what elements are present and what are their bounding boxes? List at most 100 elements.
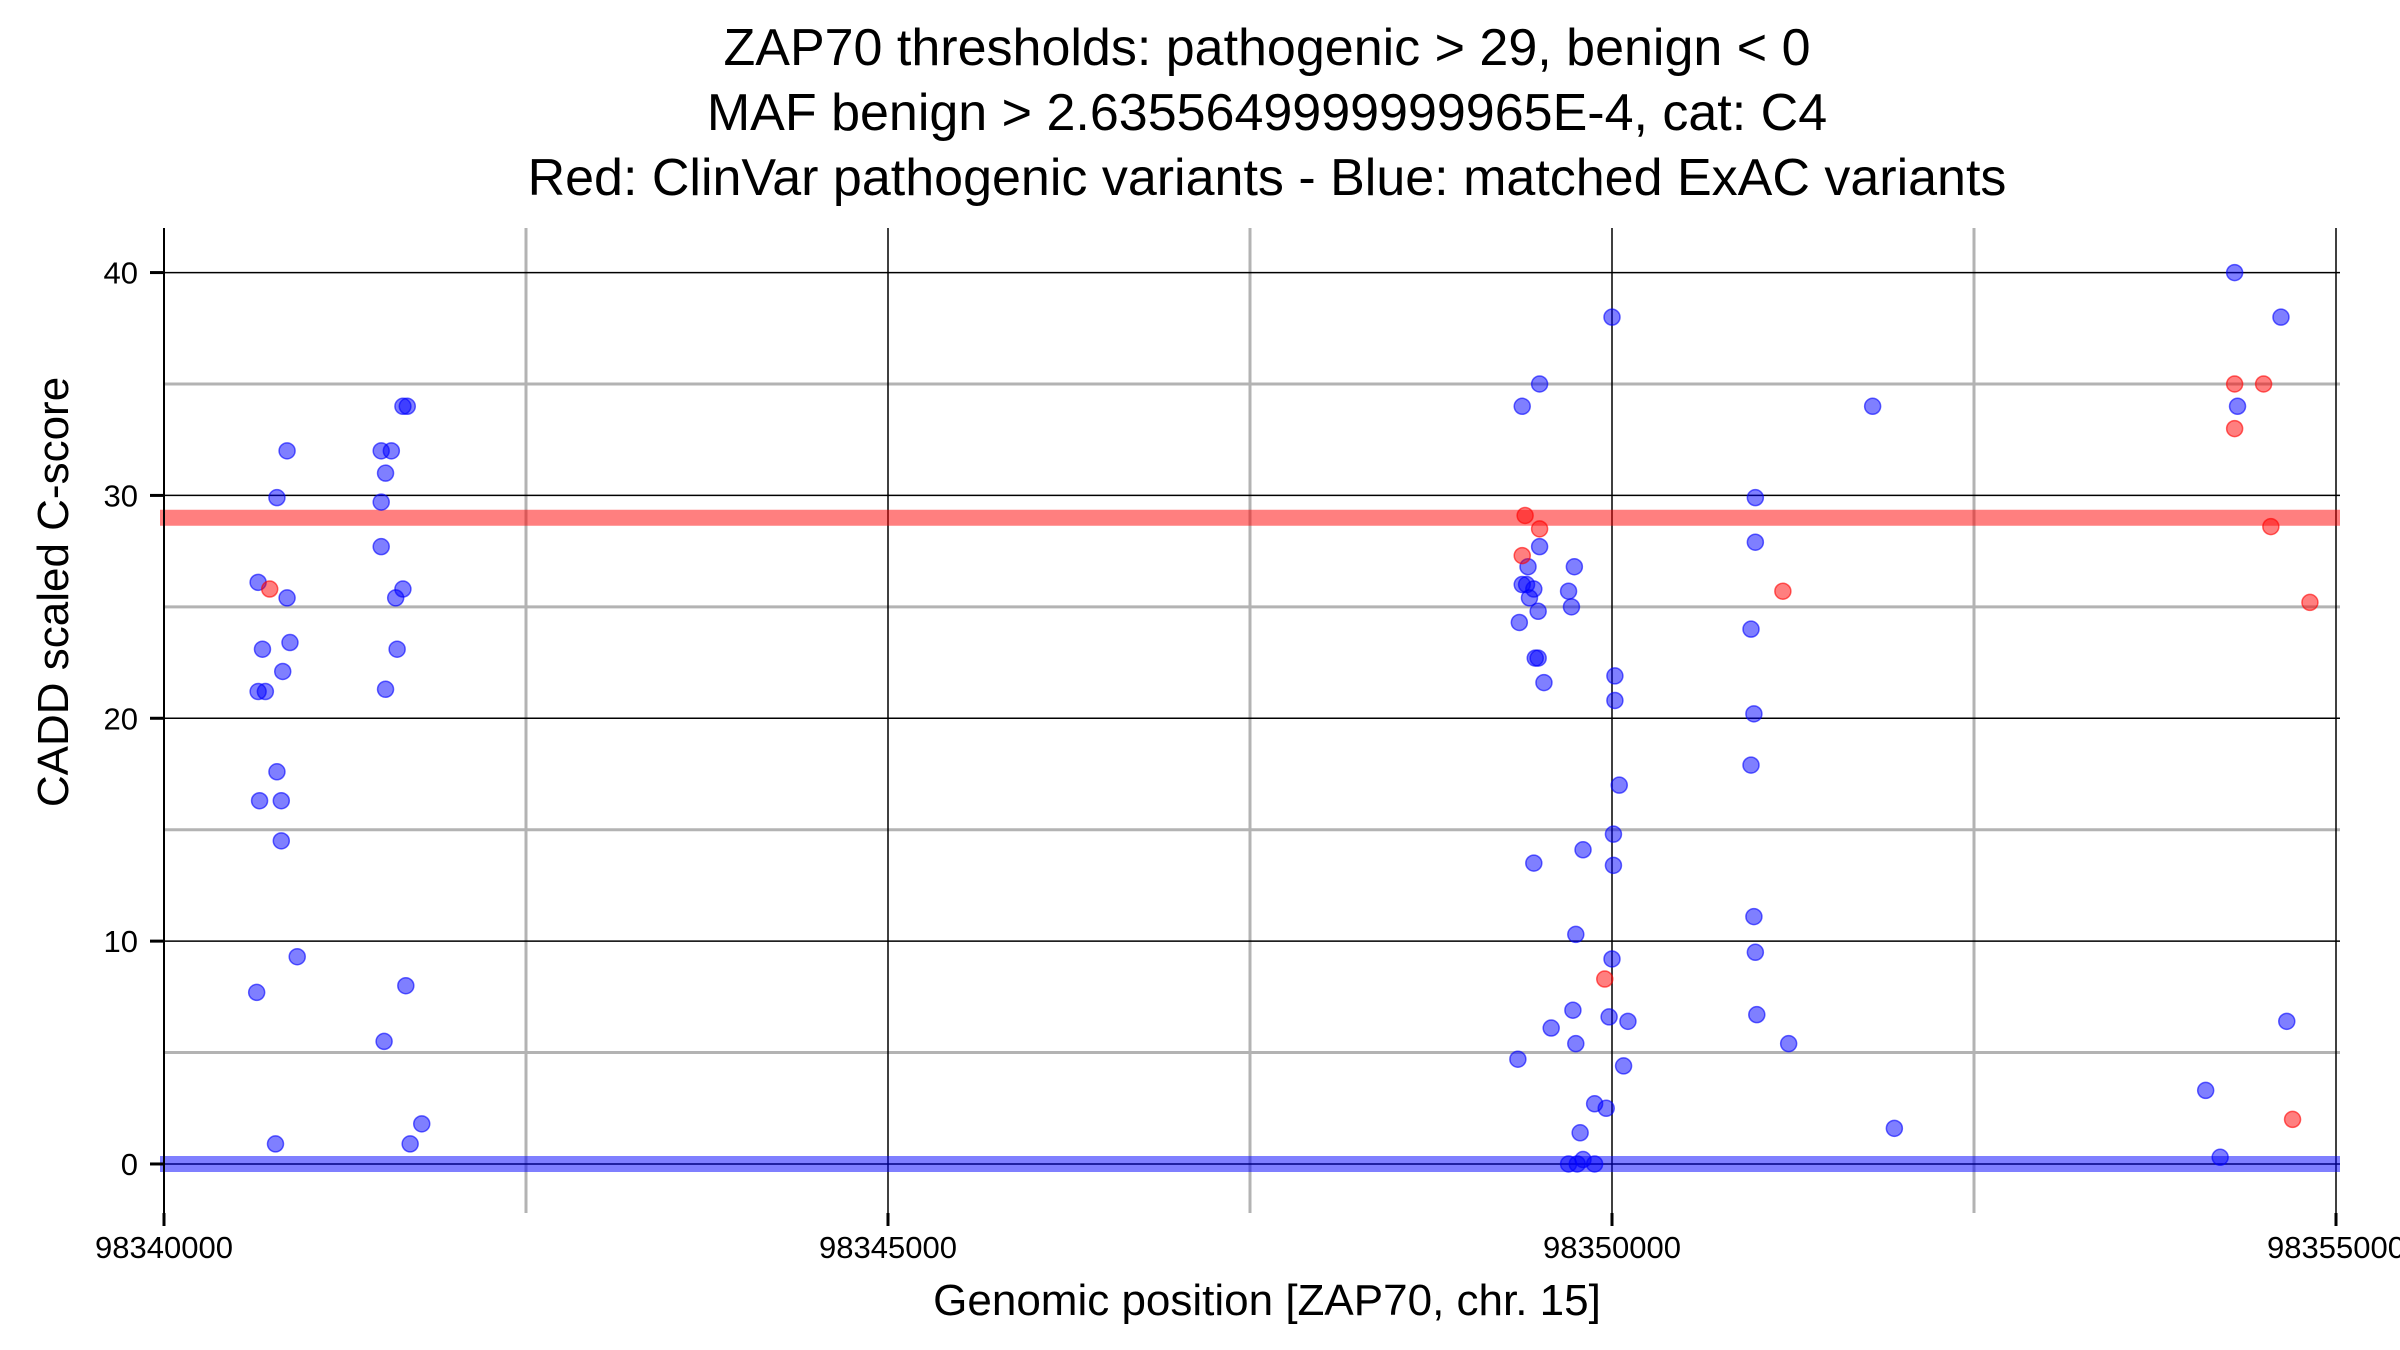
benign-point — [1742, 756, 1760, 774]
benign-point — [376, 680, 395, 699]
benign-point — [268, 763, 286, 781]
benign-point — [397, 976, 415, 995]
benign-point — [1517, 575, 1536, 594]
benign-point — [1559, 582, 1578, 600]
pathogenic-point — [260, 580, 279, 598]
y-axis-ticks: 0 10 20 30 40 — [104, 256, 164, 1182]
benign-point — [1535, 673, 1553, 692]
benign-point — [1745, 705, 1763, 723]
benign-point — [272, 791, 291, 810]
benign-point — [412, 1115, 431, 1133]
pathogenic-point — [1513, 546, 1531, 565]
benign-point — [288, 947, 306, 966]
benign-point — [1513, 397, 1531, 416]
benign-point — [388, 640, 406, 658]
benign-point — [1542, 1019, 1560, 1037]
pathogenic-point — [1774, 582, 1792, 600]
benign-point — [278, 589, 296, 607]
benign-point — [1606, 667, 1624, 685]
benign-point — [1564, 1001, 1582, 1019]
benign-point — [1529, 649, 1547, 667]
benign-point — [1525, 854, 1543, 872]
benign-point — [1565, 557, 1584, 576]
benign-point — [1779, 1034, 1798, 1053]
benign-point — [1510, 613, 1529, 632]
benign-point — [1603, 950, 1621, 968]
benign-point — [2228, 397, 2247, 416]
title-line-2: MAF benign > 2.6355649999999965E-4, cat:… — [707, 84, 1827, 142]
y-tick-label: 20 — [104, 701, 138, 736]
major-gridlines — [163, 228, 2340, 1213]
benign-point — [1863, 397, 1882, 416]
x-axis-ticks: 98340000 98345000 98350000 98355000 — [95, 1213, 2400, 1265]
y-tick-label: 40 — [104, 256, 138, 291]
x-tick-label: 98340000 — [95, 1230, 233, 1265]
benign-point — [2196, 1081, 2215, 1100]
benign-point — [256, 682, 275, 701]
benign-point — [1606, 691, 1624, 710]
benign-point — [1745, 907, 1763, 926]
x-tick-label: 98345000 — [819, 1230, 957, 1265]
benign-point — [2272, 308, 2290, 326]
benign-point — [1885, 1119, 1904, 1138]
y-tick-label: 30 — [104, 478, 138, 513]
benign-point — [1585, 1155, 1604, 1173]
benign-point — [1610, 776, 1628, 794]
benign-point — [1748, 1005, 1766, 1024]
pathogenic-point — [1530, 520, 1549, 538]
benign-point — [375, 1032, 393, 1051]
benign-point — [1604, 825, 1623, 843]
benign-point — [1530, 375, 1549, 393]
benign-point — [247, 983, 266, 1002]
chart-title: ZAP70 thresholds: pathogenic > 29, benig… — [528, 19, 2007, 207]
benign-point — [372, 537, 390, 556]
pathogenic-point — [2262, 517, 2280, 536]
benign-point — [1614, 1057, 1633, 1075]
y-tick-label: 10 — [104, 924, 138, 959]
x-tick-label: 98350000 — [1543, 1230, 1681, 1265]
benign-point — [250, 791, 269, 810]
benign-point — [386, 589, 405, 607]
benign-point — [266, 1135, 285, 1153]
benign-point — [1530, 537, 1549, 556]
benign-point — [376, 464, 395, 482]
benign-point — [1597, 1099, 1615, 1118]
benign-point — [273, 662, 292, 681]
title-line-1: ZAP70 thresholds: pathogenic > 29, benig… — [724, 19, 1811, 77]
x-axis-title: Genomic position [ZAP70, chr. 15] — [933, 1276, 1601, 1325]
benign-point — [1529, 602, 1547, 621]
benign-point — [1619, 1012, 1637, 1031]
data-points — [247, 263, 2319, 1173]
benign-point — [268, 488, 286, 507]
benign-point — [253, 640, 272, 658]
benign-point — [372, 493, 390, 511]
threshold-lines — [160, 509, 2340, 1172]
minor-gridlines — [164, 228, 2340, 1213]
benign-point — [278, 442, 296, 460]
y-axis-title: CADD scaled C-score — [29, 377, 78, 807]
benign-point — [382, 442, 401, 460]
benign-point — [1604, 856, 1623, 875]
pathogenic-point — [2283, 1110, 2302, 1129]
x-tick-label: 98355000 — [2267, 1230, 2400, 1265]
y-tick-label: 0 — [121, 1147, 138, 1182]
benign-point — [2278, 1012, 2296, 1031]
benign-point — [1574, 841, 1592, 859]
benign-point — [401, 1135, 419, 1153]
pathogenic-point — [1516, 506, 1534, 525]
benign-point — [1742, 620, 1760, 638]
benign-point — [1746, 533, 1765, 551]
benign-point — [1603, 308, 1621, 326]
benign-point — [1568, 1155, 1586, 1173]
benign-point — [1746, 943, 1765, 962]
benign-point — [1746, 488, 1765, 507]
benign-point — [2225, 263, 2244, 282]
pathogenic-point — [1596, 970, 1614, 988]
title-line-3: Red: ClinVar pathogenic variants - Blue:… — [528, 149, 2007, 207]
benign-point — [1562, 598, 1581, 616]
benign-point — [1571, 1124, 1589, 1142]
benign-point — [1600, 1008, 1618, 1026]
pathogenic-point — [2225, 419, 2244, 438]
benign-point — [272, 832, 291, 850]
